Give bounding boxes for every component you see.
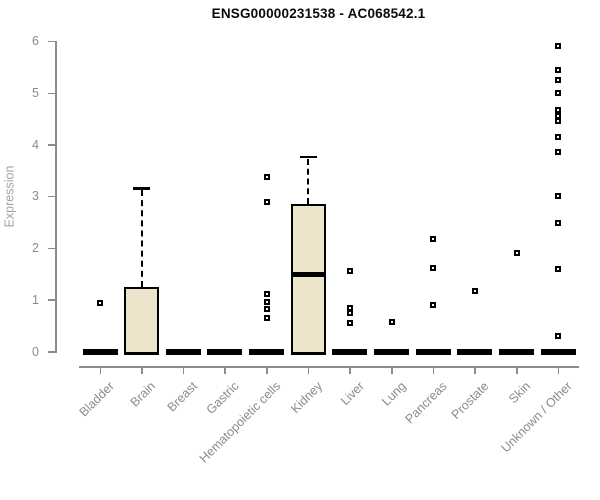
x-tick-label-lung: Lung [378,379,409,409]
whisker-line [140,190,143,288]
x-tick-label-brain: Brain [128,379,159,410]
x-axis-tick [349,366,351,374]
y-axis-tick [48,247,55,250]
chart-title: ENSG00000231538 - AC068542.1 [211,6,426,21]
x-axis-tick [391,366,393,374]
zero-median-bar [374,348,410,355]
y-axis-tick [48,92,55,94]
x-tick-label-bladder: Bladder [76,379,117,420]
outlier-point [263,299,270,306]
outlier-point [263,290,270,297]
x-tick-label-breast: Breast [164,379,201,415]
outlier-point [430,264,437,271]
x-axis-tick [474,366,476,374]
outlier-point [346,309,353,316]
y-tick-label: 3 [32,189,39,204]
zero-median-bar [207,348,243,355]
x-tick-label-skin: Skin [506,379,534,407]
outlier-point [263,174,270,181]
outlier-point [555,193,562,200]
outlier-point [263,198,270,205]
x-tick-label-hematopoietic-cells: Hematopoietic cells [196,379,284,466]
outlier-point [555,90,562,96]
whisker-cap [133,187,151,190]
y-axis-tick [48,40,55,43]
outlier-point [346,304,353,311]
zero-median-bar [457,348,493,355]
x-axis-tick [516,366,518,374]
box [124,287,160,355]
zero-median-bar [82,348,118,355]
x-axis-tick [141,366,143,374]
x-tick-label-liver: Liver [337,379,367,409]
zero-median-bar [415,348,451,355]
outlier-point [97,300,103,307]
y-tick-label: 4 [32,137,39,152]
y-tick-label: 6 [32,34,39,49]
x-axis-tick [182,366,185,374]
outlier-point [388,318,395,325]
x-axis-tick [224,366,226,374]
box [290,203,326,355]
outlier-point [555,332,562,339]
outlier-point [430,236,437,243]
outlier-point [555,77,562,84]
zero-median-bar [540,348,576,355]
whisker-cap [299,155,317,159]
y-axis-tick [48,299,55,301]
zero-median-bar [499,348,534,355]
outlier-point [555,265,562,272]
median-bar [290,272,326,278]
outlier-point [555,220,562,227]
outlier-point [430,301,437,308]
x-tick-label-pancreas: Pancreas [402,379,451,427]
outlier-point [263,315,270,322]
x-tick-label-gastric: Gastric [203,379,242,417]
x-axis-tick [307,366,310,374]
y-tick-label: 5 [32,86,39,100]
outlier-point [346,320,353,327]
y-tick-label: 2 [32,241,39,256]
outlier-point [555,43,562,50]
outlier-point [471,288,478,294]
y-tick-label: 0 [32,344,39,359]
outlier-point [555,107,562,114]
outlier-point [555,118,562,125]
outlier-point [555,66,562,73]
x-axis-tick [266,366,268,374]
x-axis-line [79,366,579,368]
x-axis-tick [432,366,435,374]
whisker-line [307,158,310,204]
x-axis-tick [99,366,101,374]
x-axis-tick [557,366,560,374]
outlier-point [555,133,562,140]
y-axis-line [55,41,57,353]
zero-median-bar [165,348,201,355]
zero-median-bar [249,348,285,355]
outlier-point [555,149,562,156]
outlier-point [346,268,353,275]
y-axis-tick [48,195,55,198]
x-tick-label-kidney: Kidney [288,379,326,416]
x-tick-label-prostate: Prostate [448,379,492,422]
outlier-point [263,306,270,313]
y-axis-tick [48,351,55,353]
zero-median-bar [332,348,368,355]
outlier-point [513,250,520,257]
outlier-point [555,112,562,119]
y-axis-tick [48,144,55,146]
y-tick-label: 1 [32,292,39,307]
